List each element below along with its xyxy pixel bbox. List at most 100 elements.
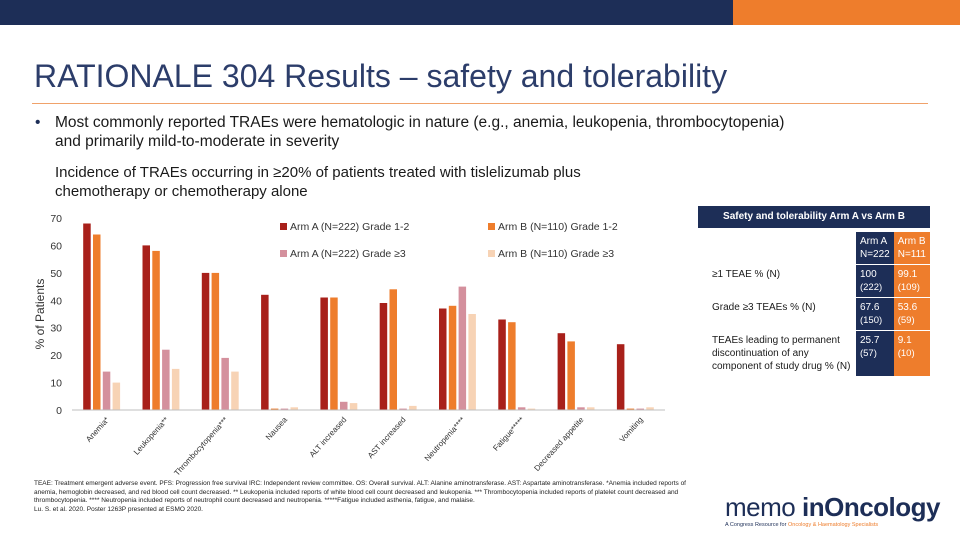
bar-nausea-series-2	[270, 408, 279, 410]
x-tick-label: AST increased	[366, 415, 408, 460]
arm-a-count: (222)	[859, 282, 883, 293]
legend-swatch-series-1	[280, 223, 287, 230]
arm-b-value: 99.1 (109)	[893, 264, 930, 298]
footnotes: TEAE: Treatment emergent adverse event. …	[34, 480, 694, 514]
bar-thrombocytopenia-series-4	[231, 371, 239, 410]
summary-row-grade3-teae: Grade ≥3 TEAEs % (N) 67.6 (150) 53.6 (59…	[708, 297, 930, 331]
legend-swatch-series-2	[488, 223, 495, 230]
row-label: Grade ≥3 TEAEs % (N)	[708, 297, 856, 331]
x-tick-label: Neutropenia****	[423, 415, 467, 463]
bar-decreasedappetite-series-1	[557, 333, 566, 410]
arm-b-header: Arm B N=111	[893, 232, 930, 265]
footnote-definitions: TEAE: Treatment emergent adverse event. …	[34, 480, 686, 505]
bar-astincreased-series-4	[409, 405, 417, 410]
bullet-point: • Most commonly reported TRAEs were hema…	[35, 113, 795, 151]
logo-tagline-part-2: Oncology & Haematology Specialists	[787, 522, 879, 528]
logo-wordmark: memo inOncology	[725, 492, 940, 523]
summary-table: Arm A N=222 Arm B N=111 ≥1 TEAE % (N) 10…	[708, 232, 930, 377]
summary-table-header-row: Arm A N=222 Arm B N=111	[708, 232, 930, 265]
bar-leukopenia-series-4	[171, 368, 180, 410]
bullet-marker: •	[35, 114, 41, 131]
bar-thrombocytopenia-series-3	[221, 357, 229, 410]
bar-fatigue-series-4	[527, 408, 536, 410]
top-banner-accent	[733, 0, 960, 25]
bar-neutropenia-series-4	[468, 314, 476, 410]
bar-vomiting-series-2	[626, 408, 635, 410]
arm-a-count: (150)	[859, 315, 883, 326]
arm-a-n: N=222	[859, 249, 890, 260]
bar-fatigue-series-2	[508, 322, 516, 410]
bar-anemia-series-1	[83, 223, 91, 410]
bar-leukopenia-series-3	[162, 349, 170, 410]
bar-thrombocytopenia-series-2	[211, 272, 220, 410]
trae-bar-chart: % of Patients 0 10 20 30 40 50 60 70 Anemia* Leuko…	[33, 213, 665, 478]
arm-b-label: Arm B	[897, 236, 926, 247]
bar-astincreased-series-3	[399, 408, 407, 410]
y-tick-label: 40	[50, 295, 62, 307]
arm-b-count: (109)	[897, 282, 920, 293]
bar-altincreased-series-2	[330, 297, 338, 410]
footnote-reference: Lu. S. et al. 2020. Poster 1263P present…	[34, 505, 203, 513]
title-divider	[32, 103, 928, 104]
summary-row-discontinuation: TEAEs leading to permanent discontinuati…	[708, 330, 930, 377]
bar-leukopenia-series-2	[152, 250, 160, 410]
arm-b-value: 53.6 (59)	[893, 297, 930, 331]
y-tick-label: 70	[50, 213, 62, 225]
x-tick-label: Vomiting	[618, 415, 645, 444]
y-tick-label: 20	[50, 350, 62, 362]
bar-altincreased-series-4	[349, 403, 358, 410]
y-tick-label: 60	[50, 240, 62, 252]
chart-subheading: Incidence of TRAEs occurring in ≥20% of …	[55, 164, 581, 200]
arm-a-pct: 67.6	[859, 302, 880, 313]
legend-label-series-2: Arm B (N=110) Grade 1-2	[498, 221, 618, 233]
bar-anemia-series-2	[93, 234, 101, 410]
logo-tagline: A Congress Resource for Oncology & Haema…	[725, 522, 940, 528]
y-tick-label: 50	[50, 268, 62, 280]
bar-decreasedappetite-series-3	[577, 407, 585, 410]
x-tick-label: Decreased appetite	[532, 415, 585, 473]
x-tick-label: Thrombocytopenia***	[172, 415, 229, 477]
arm-a-header: Arm A N=222	[855, 232, 894, 265]
legend-swatch-series-4	[488, 250, 495, 257]
bar-fatigue-series-1	[498, 319, 506, 410]
arm-b-n: N=111	[897, 249, 926, 260]
logo-word-in: in	[801, 492, 825, 522]
arm-b-value: 9.1 (10)	[893, 330, 930, 377]
memo-inoncology-logo: memo inOncology A Congress Resource for …	[725, 492, 940, 532]
slide-title: RATIONALE 304 Results – safety and toler…	[34, 58, 728, 94]
arm-b-pct: 99.1	[897, 269, 918, 280]
summary-panel-heading: Safety and tolerability Arm A vs Arm B	[698, 206, 930, 228]
arm-a-pct: 100	[859, 269, 877, 280]
arm-a-value: 100 (222)	[855, 264, 894, 298]
arm-b-count: (59)	[897, 315, 915, 326]
y-tick-label: 0	[56, 405, 62, 417]
arm-a-count: (57)	[859, 348, 877, 359]
bar-neutropenia-series-2	[448, 305, 457, 410]
arm-b-count: (10)	[897, 348, 915, 359]
row-label: ≥1 TEAE % (N)	[708, 264, 856, 298]
bar-anemia-series-3	[102, 371, 111, 410]
bar-leukopenia-series-1	[142, 245, 150, 410]
legend-label-series-1: Arm A (N=222) Grade 1-2	[290, 221, 410, 233]
bar-nausea-series-1	[261, 294, 269, 410]
arm-a-pct: 25.7	[859, 335, 880, 346]
y-tick-label: 30	[50, 323, 62, 335]
bar-nausea-series-4	[290, 407, 298, 410]
arm-a-value: 25.7 (57)	[855, 330, 894, 377]
arm-a-label: Arm A	[859, 236, 888, 247]
bar-altincreased-series-1	[320, 297, 328, 410]
bar-astincreased-series-1	[379, 303, 388, 410]
bar-anemia-series-4	[112, 382, 121, 410]
y-tick-label: 10	[50, 378, 62, 390]
x-tick-label: Fatigue*****	[491, 415, 526, 452]
bar-fatigue-series-3	[517, 407, 526, 410]
bar-altincreased-series-3	[340, 401, 348, 410]
legend-swatch-series-3	[280, 250, 287, 257]
x-tick-label: Anemia*	[84, 415, 111, 444]
y-axis-title: % of Patients	[33, 279, 47, 350]
x-tick-label: ALT increased	[308, 415, 349, 459]
legend-label-series-4: Arm B (N=110) Grade ≥3	[498, 248, 614, 260]
bar-astincreased-series-2	[389, 289, 397, 410]
legend-label-series-3: Arm A (N=222) Grade ≥3	[290, 248, 406, 260]
arm-b-pct: 9.1	[897, 335, 912, 346]
